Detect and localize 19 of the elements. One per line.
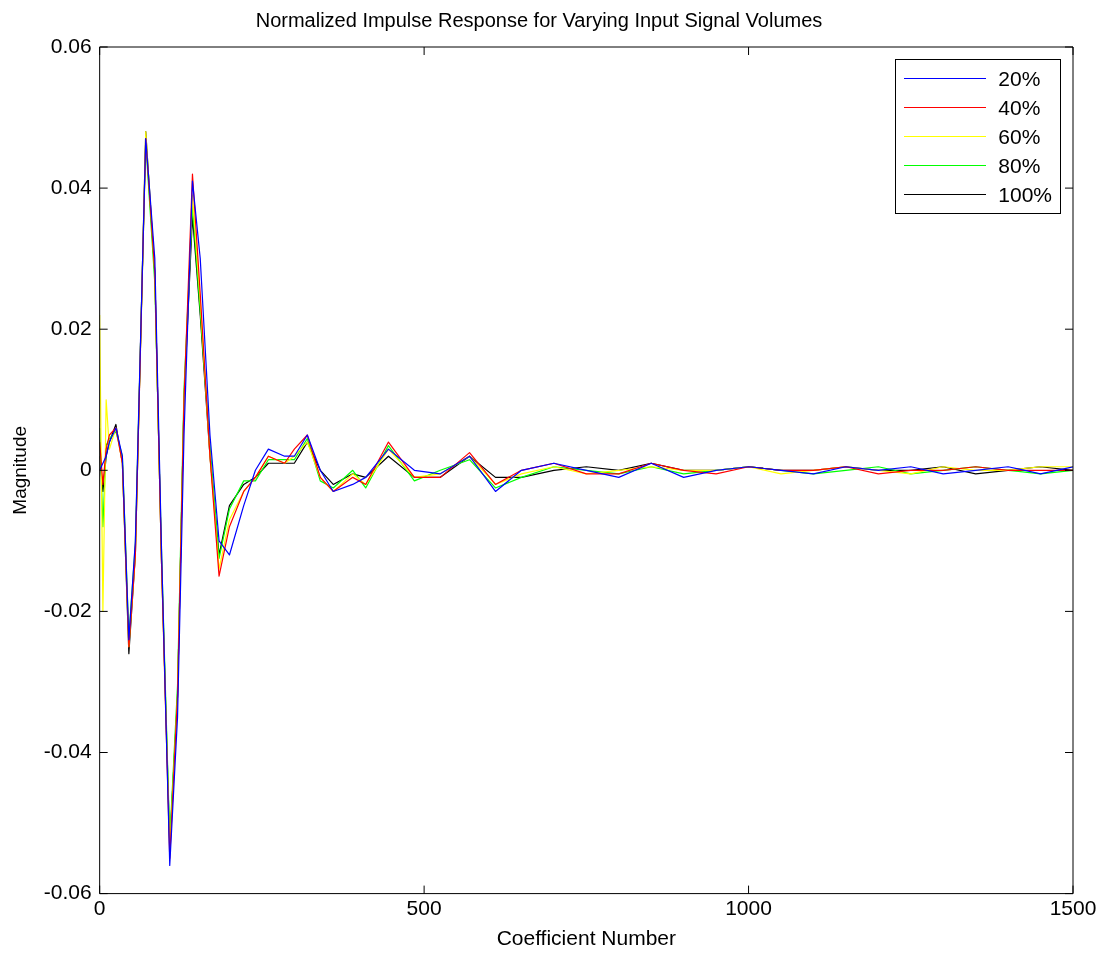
y-tick-label: 0.02	[50, 316, 92, 339]
y-tick-label: 0	[79, 457, 92, 481]
y-tick-label: -0.04	[43, 739, 92, 763]
x-tick-label: 1500	[1049, 896, 1097, 919]
legend-label: 60%	[998, 124, 1041, 149]
x-axis-title: Coefficient Number	[496, 926, 677, 950]
x-tick-label: 0	[93, 896, 106, 919]
chart-title: Normalized Impulse Response for Varying Input Signal Volumes	[255, 8, 823, 31]
y-tick-label: 0.06	[50, 33, 92, 57]
y-tick-label: -0.02	[43, 598, 92, 622]
y-tick-label: -0.06	[43, 880, 92, 904]
legend-label: 80%	[998, 153, 1041, 178]
y-tick-label: 0.04	[50, 174, 92, 198]
legend-label: 40%	[998, 95, 1041, 120]
legend-label: 20%	[998, 66, 1041, 91]
y-axis-title: Magnitude	[8, 425, 30, 515]
legend-label: 100%	[998, 182, 1052, 207]
x-tick-label: 500	[406, 896, 442, 919]
x-tick-label: 1000	[725, 896, 772, 919]
